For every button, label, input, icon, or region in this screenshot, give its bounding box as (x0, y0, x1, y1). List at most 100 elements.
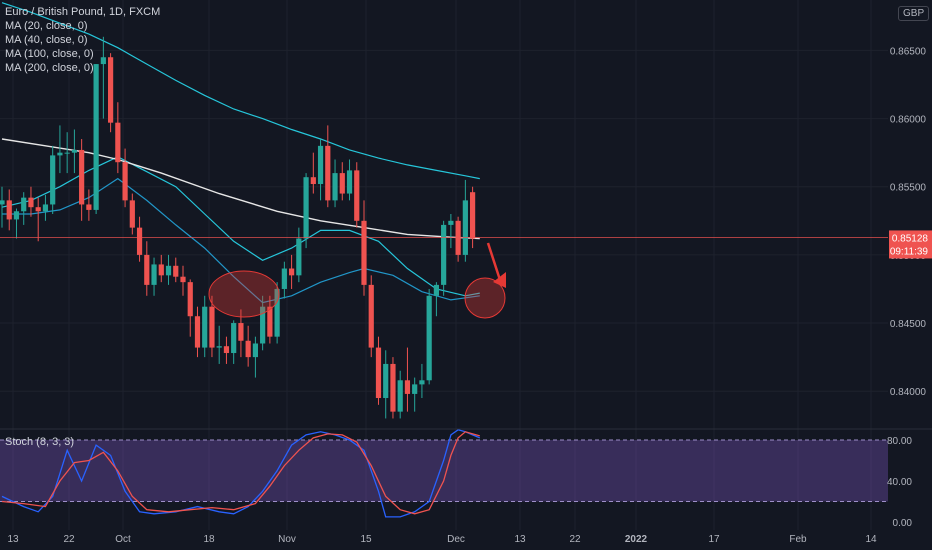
candle[interactable] (158, 254, 164, 283)
symbol-title[interactable]: Euro / British Pound, 1D, FXCM (5, 6, 161, 18)
candle[interactable] (209, 295, 215, 358)
candles[interactable] (0, 36, 476, 419)
candle-body (289, 268, 295, 276)
candle[interactable] (0, 186, 5, 228)
candle[interactable] (397, 370, 403, 419)
candle[interactable] (339, 162, 345, 201)
candle[interactable] (173, 257, 179, 283)
candle[interactable] (289, 254, 295, 289)
candle[interactable] (21, 192, 27, 225)
axes: 0.840000.845000.850000.855000.860000.865… (0, 46, 932, 545)
stoch-legend[interactable]: Stoch (8, 3, 3) (5, 436, 75, 448)
candle[interactable] (108, 53, 114, 133)
candle[interactable] (79, 139, 85, 221)
candle[interactable] (13, 208, 20, 239)
candle[interactable] (317, 139, 324, 201)
candle[interactable] (115, 102, 121, 174)
candle[interactable] (274, 282, 280, 344)
candle-body (397, 380, 403, 412)
ma-line-2 (1, 138, 480, 240)
candle[interactable] (180, 265, 186, 296)
candle[interactable] (35, 197, 41, 242)
candle[interactable] (375, 336, 382, 405)
highlight-ellipse (208, 270, 280, 318)
candle[interactable] (245, 325, 251, 367)
candle-body (42, 204, 49, 212)
candle[interactable] (390, 357, 396, 419)
candle[interactable] (122, 148, 128, 208)
candle[interactable] (462, 179, 468, 262)
candle[interactable] (187, 279, 193, 337)
candle[interactable] (303, 173, 309, 249)
currency-button[interactable]: GBP (898, 6, 930, 21)
candle[interactable] (412, 377, 418, 412)
candle-body (28, 197, 34, 208)
candle[interactable] (332, 159, 338, 208)
candle[interactable] (194, 306, 201, 358)
candle-body (21, 197, 27, 212)
legend-ma-200[interactable]: MA (200, close, 0) (5, 62, 94, 74)
candle[interactable] (383, 350, 389, 419)
candle[interactable] (165, 254, 172, 285)
candle[interactable] (136, 216, 143, 262)
candle[interactable] (42, 194, 49, 221)
candle[interactable] (296, 227, 302, 283)
legend-ma-20[interactable]: MA (20, close, 0) (5, 20, 88, 32)
candle[interactable] (310, 152, 316, 194)
candle[interactable] (281, 261, 287, 299)
y-tick-label: 0.86000 (890, 115, 927, 126)
candle[interactable] (252, 336, 258, 378)
candle-body (426, 295, 432, 381)
candle[interactable] (404, 347, 411, 412)
candle[interactable] (93, 64, 99, 214)
candle[interactable] (71, 129, 77, 174)
candle[interactable] (441, 220, 447, 296)
stochastic-panel (0, 429, 888, 518)
arrow-head (493, 272, 506, 288)
candle[interactable] (151, 257, 157, 296)
candle[interactable] (86, 189, 92, 221)
candle[interactable] (64, 132, 70, 174)
candle[interactable] (129, 193, 135, 235)
candle-body (325, 145, 331, 201)
candle-body (173, 265, 179, 277)
candle-body (354, 170, 360, 221)
x-tick-label: Dec (447, 534, 465, 545)
x-tick-label: 18 (203, 534, 215, 545)
stoch-band (0, 440, 888, 502)
candle-body (115, 122, 121, 163)
candle[interactable] (57, 125, 63, 174)
y-tick-label: 0.84000 (890, 387, 927, 398)
candle[interactable] (223, 336, 230, 364)
candle[interactable] (419, 363, 425, 399)
x-tick-label: 13 (514, 534, 526, 545)
candle[interactable] (346, 159, 353, 201)
candle[interactable] (28, 186, 34, 217)
candle[interactable] (260, 295, 266, 351)
legend-ma-40[interactable]: MA (40, close, 0) (5, 34, 88, 46)
candle[interactable] (368, 275, 374, 358)
candle-body (433, 284, 439, 296)
candle-body (303, 177, 309, 239)
candle[interactable] (6, 189, 12, 231)
legend-ma-100[interactable]: MA (100, close, 0) (5, 48, 94, 60)
candle[interactable] (50, 145, 56, 214)
candle[interactable] (361, 200, 367, 296)
stoch-y-tick-label: 40.00 (887, 477, 912, 488)
candle[interactable] (144, 241, 150, 296)
candle-body (108, 57, 114, 123)
candle[interactable] (448, 214, 454, 249)
candle[interactable] (267, 295, 273, 344)
candle[interactable] (433, 282, 439, 317)
candle[interactable] (426, 288, 432, 385)
candle[interactable] (100, 36, 106, 119)
candle[interactable] (231, 320, 237, 364)
candle-body (296, 238, 302, 276)
candle[interactable] (325, 125, 331, 208)
candle-body (361, 220, 367, 285)
candle-body (274, 288, 280, 337)
candle[interactable] (202, 295, 208, 358)
candle[interactable] (354, 162, 360, 228)
candle[interactable] (216, 325, 222, 364)
